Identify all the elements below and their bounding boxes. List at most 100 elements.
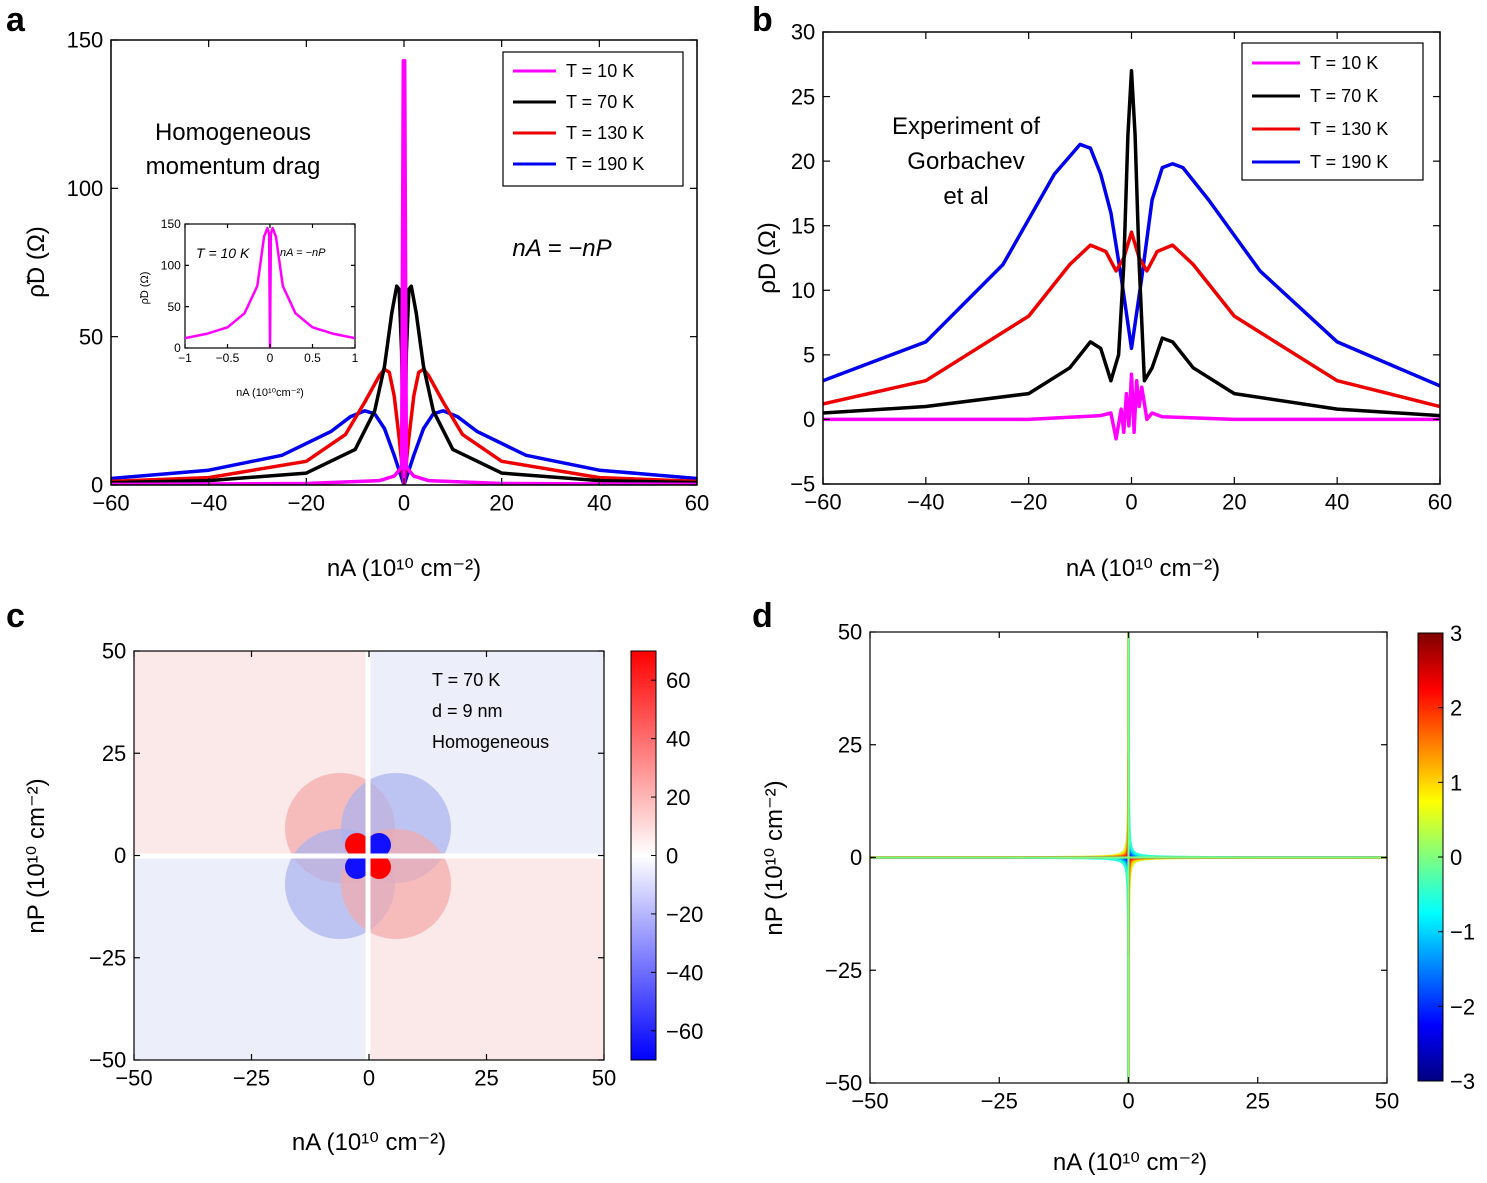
heatmap-peak-bottom-right [367, 855, 391, 879]
panel-b-xtick-label: −40 [907, 489, 944, 514]
panel-b-ytick-label: 10 [791, 278, 815, 303]
panel-a-series-line [111, 409, 697, 485]
panel-a-series [111, 59, 697, 485]
panel-a-ytick-label: 100 [67, 176, 104, 201]
inset-ytick-label: 50 [167, 300, 181, 314]
panel-a-ytick-label: 50 [79, 324, 103, 349]
panel-b-series-line [823, 142, 1440, 388]
panel-b-series-line [823, 230, 1440, 409]
colorbar-d-tick-label: 1 [1450, 770, 1462, 795]
legend-b-10k: T = 10 K [1310, 53, 1378, 73]
panel-d-xtick-label: 50 [1375, 1088, 1399, 1113]
panel-c-heatmap [134, 651, 604, 1060]
panel-c-ytick-label: 50 [102, 639, 126, 664]
panel-b-x-axis-label: nA (10¹⁰ cm⁻²) [1066, 555, 1220, 582]
colorbar-c-tick-label: 0 [666, 844, 678, 869]
panel-d-ytick-label: 25 [838, 732, 862, 757]
panel-c-colorbar-ticks: −60 −40 −20 0 20 40 60 [651, 668, 703, 1044]
panel-b-ticks: −60 −40 −20 0 20 40 60 −5 0 5 10 15 20 25 30 [790, 20, 1452, 515]
panel-c-annotation-line2: d = 9 nm [432, 701, 503, 721]
panel-a-x-axis-label: nA (10¹⁰ cm⁻²) [327, 555, 481, 582]
panel-c-xtick-label: −25 [233, 1065, 270, 1090]
panel-d-ytick-label: −50 [825, 1071, 862, 1096]
panel-b-legend: T = 10 K T = 70 K T = 130 K T = 190 K [1241, 42, 1424, 181]
panel-b-annotation-line2: Gorbachev [907, 148, 1024, 175]
panel-b-xtick-label: −60 [804, 489, 841, 514]
inset-x-axis-label: nA (10¹⁰cm⁻²) [236, 387, 304, 399]
panel-b-y-axis-label: ρD (Ω) [754, 222, 781, 294]
legend-b-130k: T = 130 K [1310, 119, 1388, 139]
heatmap-peak-top-right [367, 833, 391, 857]
legend-a-10k: T = 10 K [566, 61, 634, 81]
panel-c-ytick-label: −25 [89, 945, 126, 970]
heatmap-peak-top-left [345, 833, 369, 857]
panel-b-xtick-label: 40 [1325, 489, 1349, 514]
colorbar-c-tick-label: −60 [666, 1019, 703, 1044]
panel-b-label: b [752, 1, 773, 39]
inset-ytick-label: 150 [161, 217, 181, 231]
panel-b-series-line [823, 372, 1440, 441]
heatmap-peak-bottom-left [345, 855, 369, 879]
panel-d-contours [870, 632, 1387, 1083]
panel-a-annotation-line1: Homogeneous [155, 119, 311, 146]
panel-a-xtick-label: 0 [398, 490, 410, 515]
inset-series [185, 226, 355, 348]
panel-b-ytick-label: 30 [791, 20, 815, 45]
panel-b-xtick-label: 0 [1125, 489, 1137, 514]
panel-d-colorbar-ticks: −3 −2 −1 0 1 2 3 [1438, 621, 1475, 1094]
panel-d-ytick-label: 0 [850, 845, 862, 870]
panel-b-ytick-label: 20 [791, 149, 815, 174]
colorbar-c-tick-label: −40 [666, 960, 703, 985]
inset-ytick-label: 100 [161, 259, 181, 273]
panel-a-xtick-label: 40 [587, 490, 611, 515]
colorbar-d-tick-label: 2 [1450, 696, 1462, 721]
legend-a-70k: T = 70 K [566, 92, 634, 112]
colorbar-d-tick-label: −3 [1450, 1069, 1475, 1094]
colorbar-c-tick-label: 60 [666, 668, 690, 693]
inset-xtick-label: 1 [352, 351, 359, 365]
panel-a-legend: T = 10 K T = 70 K T = 130 K T = 190 K [502, 51, 684, 187]
panel-d-ticks: −50 −25 0 25 50 −50 −25 0 25 50 [825, 620, 1399, 1114]
panel-b-xtick-label: 60 [1428, 489, 1452, 514]
inset-xtick-label: 0.5 [304, 351, 321, 365]
panel-c-ticks: −50 −25 0 25 50 −50 −25 0 25 50 [89, 639, 616, 1091]
legend-a-190k: T = 190 K [566, 154, 644, 174]
panel-a-relation: nA = −nP [512, 235, 611, 262]
panel-a-xtick-label: 20 [489, 490, 513, 515]
panel-c-xtick-label: 25 [474, 1065, 498, 1090]
panel-a-series-line [111, 59, 697, 485]
inset-ytick-label: 0 [174, 341, 181, 355]
panel-a-xtick-label: 60 [685, 490, 709, 515]
panel-b-ytick-label: 25 [791, 84, 815, 109]
colorbar-d-tick-label: −1 [1450, 920, 1475, 945]
colorbar-c-tick-label: −20 [666, 902, 703, 927]
panel-a-annotation-line2: momentum drag [146, 153, 321, 180]
panel-b-annotation-line3: et al [943, 183, 988, 210]
panel-a-xtick-label: −60 [92, 490, 129, 515]
panel-b: b −60 −40 −20 0 20 40 60 −5 0 5 10 15 20 25 30 nA (10¹… [752, 1, 1452, 582]
legend-a-130k: T = 130 K [566, 123, 644, 143]
panel-d-ytick-label: 50 [838, 620, 862, 645]
panel-a-ytick-label: 150 [67, 28, 104, 53]
inset-series-line [185, 226, 355, 348]
legend-b-70k: T = 70 K [1310, 86, 1378, 106]
panel-b-series [823, 68, 1440, 441]
panel-c-y-axis-label: nP (10¹⁰ cm⁻²) [23, 778, 50, 933]
panel-a-label: a [6, 1, 26, 39]
panel-c-xtick-label: −50 [115, 1065, 152, 1090]
panel-c-ytick-label: 25 [102, 741, 126, 766]
inset-xtick-label: −1 [178, 351, 192, 365]
panel-b-series-line [823, 68, 1440, 418]
colorbar-d-tick-label: 3 [1450, 621, 1462, 646]
panel-b-annotation-line1: Experiment of [892, 113, 1040, 140]
panel-a-ytick-label: 0 [91, 473, 103, 498]
panel-c-xtick-label: 50 [592, 1065, 616, 1090]
panel-d-xtick-label: −50 [851, 1088, 888, 1113]
panel-c-ytick-label: 0 [114, 843, 126, 868]
panel-c-x-axis-label: nA (10¹⁰ cm⁻²) [292, 1129, 446, 1156]
panel-c-label: c [6, 597, 25, 635]
